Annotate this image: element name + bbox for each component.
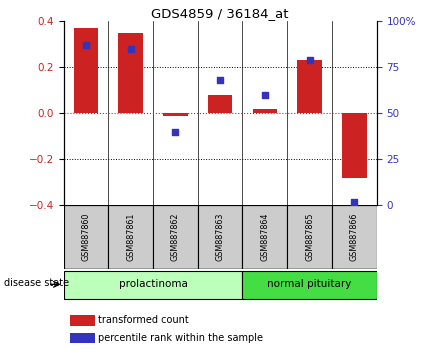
Title: GDS4859 / 36184_at: GDS4859 / 36184_at <box>152 7 289 20</box>
Bar <box>64 271 243 299</box>
Bar <box>208 95 233 113</box>
Point <box>82 42 89 48</box>
Point <box>351 199 358 205</box>
Bar <box>253 109 277 113</box>
Bar <box>64 205 108 269</box>
Bar <box>70 315 95 326</box>
Bar <box>153 205 198 269</box>
Text: prolactinoma: prolactinoma <box>119 279 187 289</box>
Bar <box>243 205 287 269</box>
Bar <box>342 113 367 178</box>
Text: GSM887865: GSM887865 <box>305 213 314 262</box>
Bar <box>243 271 377 299</box>
Bar <box>74 28 98 113</box>
Bar <box>70 333 95 343</box>
Point <box>172 129 179 135</box>
Bar <box>297 61 322 113</box>
Point <box>306 57 313 63</box>
Point <box>216 77 223 83</box>
Bar <box>163 113 187 115</box>
Text: GSM887863: GSM887863 <box>215 213 225 261</box>
Text: disease state: disease state <box>4 278 70 287</box>
Text: percentile rank within the sample: percentile rank within the sample <box>98 333 263 343</box>
Text: GSM887866: GSM887866 <box>350 213 359 261</box>
Text: GSM887864: GSM887864 <box>260 213 269 261</box>
Bar <box>108 205 153 269</box>
Point <box>261 92 268 98</box>
Text: normal pituitary: normal pituitary <box>267 279 352 289</box>
Text: GSM887861: GSM887861 <box>126 213 135 261</box>
Bar <box>118 33 143 113</box>
Text: transformed count: transformed count <box>98 315 189 325</box>
Point <box>127 46 134 52</box>
Bar <box>287 205 332 269</box>
Text: GSM887862: GSM887862 <box>171 213 180 262</box>
Bar <box>332 205 377 269</box>
Text: GSM887860: GSM887860 <box>81 213 90 261</box>
Bar <box>198 205 243 269</box>
